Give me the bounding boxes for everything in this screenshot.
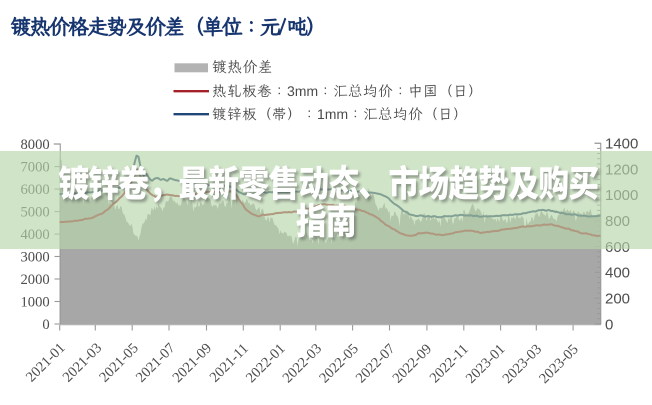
svg-text:0: 0 <box>605 316 613 333</box>
svg-text:1400: 1400 <box>605 136 638 153</box>
svg-text:2000: 2000 <box>21 272 50 288</box>
svg-text:3000: 3000 <box>21 249 50 265</box>
svg-text:400: 400 <box>605 265 630 282</box>
svg-text:0: 0 <box>42 317 49 333</box>
svg-text:1000: 1000 <box>21 294 50 310</box>
svg-text:200: 200 <box>605 291 630 308</box>
svg-text:8000: 8000 <box>21 137 50 153</box>
